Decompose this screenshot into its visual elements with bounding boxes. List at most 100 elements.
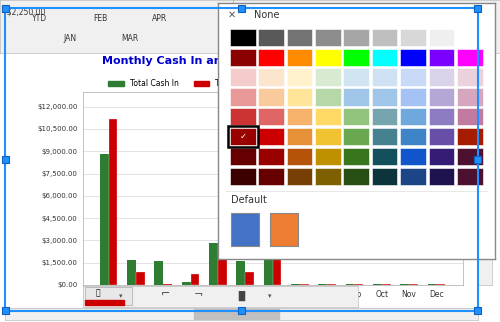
Bar	[258, 88, 284, 106]
Bar	[286, 69, 312, 86]
Bar	[258, 49, 284, 66]
Bar	[230, 69, 256, 86]
Bar	[457, 69, 482, 86]
Bar	[428, 168, 454, 185]
Bar	[286, 128, 312, 145]
Bar	[344, 168, 369, 185]
Bar	[245, 272, 254, 285]
Bar	[230, 108, 256, 126]
Bar	[344, 49, 369, 66]
Bar	[373, 284, 382, 285]
Bar	[127, 260, 136, 285]
Bar	[372, 148, 398, 165]
Text: ✕: ✕	[228, 10, 235, 20]
Bar	[236, 261, 245, 285]
Bar	[230, 88, 256, 106]
FancyBboxPatch shape	[478, 96, 491, 119]
Text: Default: Default	[232, 195, 267, 205]
Bar	[315, 108, 340, 126]
Bar	[428, 49, 454, 66]
Bar	[258, 108, 284, 126]
Bar	[258, 29, 284, 46]
Bar	[400, 88, 426, 106]
Bar	[457, 128, 482, 145]
Bar	[400, 108, 426, 126]
Bar	[209, 243, 218, 285]
Bar	[400, 168, 426, 185]
Text: 🪣: 🪣	[96, 289, 100, 298]
Bar	[286, 29, 312, 46]
Bar	[382, 284, 390, 285]
Bar	[258, 168, 284, 185]
Bar	[85, 300, 124, 306]
Bar	[286, 148, 312, 165]
Bar	[258, 148, 284, 165]
Bar	[300, 284, 308, 285]
Bar	[457, 49, 482, 66]
Bar	[218, 237, 226, 285]
Text: JAN: JAN	[64, 34, 76, 43]
Bar	[315, 168, 340, 185]
Legend: Total Cash In, Total Cash Out: Total Cash In, Total Cash Out	[106, 76, 274, 91]
Bar	[400, 49, 426, 66]
Bar	[291, 284, 300, 285]
Bar	[85, 287, 132, 306]
Bar	[457, 29, 482, 46]
Text: Monthly Cash In and Out: Monthly Cash In and Out	[102, 56, 256, 66]
Text: ¬: ¬	[194, 290, 202, 300]
Bar	[400, 29, 426, 46]
Bar	[372, 88, 398, 106]
Bar	[457, 108, 482, 126]
Bar	[354, 284, 363, 285]
Bar	[318, 284, 327, 285]
Bar	[315, 88, 340, 106]
Bar	[230, 168, 256, 185]
Text: YTD: YTD	[32, 14, 48, 23]
Bar	[409, 284, 418, 285]
Bar	[428, 284, 436, 285]
Bar	[436, 284, 445, 285]
FancyBboxPatch shape	[478, 66, 491, 89]
Text: APR: APR	[152, 14, 168, 23]
Text: ▾: ▾	[482, 62, 486, 71]
Bar	[154, 261, 163, 285]
Bar	[457, 148, 482, 165]
Bar	[372, 29, 398, 46]
Text: MAR: MAR	[122, 34, 138, 43]
Bar	[230, 49, 256, 66]
Bar	[100, 154, 108, 285]
Bar	[108, 118, 118, 285]
Bar	[428, 69, 454, 86]
Bar	[400, 148, 426, 165]
Bar	[286, 49, 312, 66]
Text: -$2,250.00: -$2,250.00	[5, 8, 46, 17]
Bar	[344, 108, 369, 126]
Bar	[400, 69, 426, 86]
Bar	[344, 29, 369, 46]
Bar	[264, 260, 272, 285]
Bar	[315, 69, 340, 86]
Bar	[344, 148, 369, 165]
Bar	[230, 128, 256, 145]
Text: ▾: ▾	[120, 293, 123, 299]
Bar	[327, 284, 336, 285]
Text: ▾: ▾	[268, 293, 272, 299]
Text: None: None	[254, 10, 279, 20]
Bar	[230, 148, 256, 165]
Bar	[344, 88, 369, 106]
Text: ⌐: ⌐	[160, 290, 170, 300]
Bar	[272, 257, 281, 285]
Bar	[315, 29, 340, 46]
Bar	[372, 49, 398, 66]
Bar	[230, 29, 256, 46]
Text: ✓: ✓	[240, 132, 246, 141]
Bar	[372, 128, 398, 145]
Bar	[372, 168, 398, 185]
Bar	[182, 282, 190, 285]
Bar	[286, 108, 312, 126]
Bar	[315, 148, 340, 165]
Bar	[428, 88, 454, 106]
Bar	[344, 69, 369, 86]
Bar	[344, 128, 369, 145]
Bar	[428, 29, 454, 46]
